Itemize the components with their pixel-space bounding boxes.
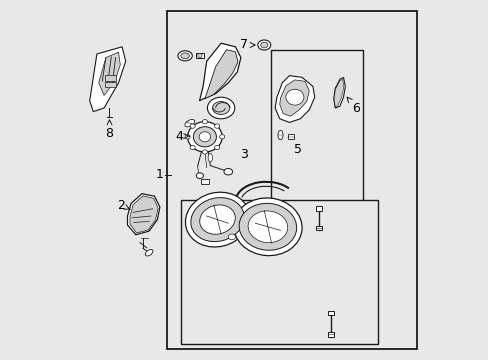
Ellipse shape xyxy=(214,124,219,128)
Polygon shape xyxy=(99,52,120,95)
Ellipse shape xyxy=(199,132,210,142)
Bar xyxy=(196,53,203,58)
Ellipse shape xyxy=(233,198,302,256)
Polygon shape xyxy=(199,43,241,101)
Ellipse shape xyxy=(228,234,235,240)
Polygon shape xyxy=(333,79,343,107)
Bar xyxy=(167,11,416,349)
Ellipse shape xyxy=(185,192,249,247)
Bar xyxy=(104,82,115,87)
Polygon shape xyxy=(275,76,314,122)
Ellipse shape xyxy=(190,198,244,242)
Ellipse shape xyxy=(257,40,270,50)
Ellipse shape xyxy=(197,53,202,58)
Polygon shape xyxy=(130,196,158,233)
Polygon shape xyxy=(89,47,125,112)
Text: 7: 7 xyxy=(240,39,255,51)
Ellipse shape xyxy=(178,51,192,61)
Ellipse shape xyxy=(224,168,232,175)
Ellipse shape xyxy=(247,211,287,243)
Bar xyxy=(287,134,294,139)
Bar xyxy=(316,206,322,211)
Ellipse shape xyxy=(212,102,229,114)
Ellipse shape xyxy=(193,127,216,147)
Text: 8: 8 xyxy=(105,120,113,140)
Text: 2: 2 xyxy=(117,199,130,212)
Text: 1: 1 xyxy=(156,168,163,181)
Ellipse shape xyxy=(187,122,222,152)
Bar xyxy=(271,50,363,202)
Polygon shape xyxy=(127,194,160,235)
Bar xyxy=(327,311,333,315)
Bar xyxy=(316,226,322,230)
Ellipse shape xyxy=(181,53,189,59)
Ellipse shape xyxy=(190,145,195,150)
Ellipse shape xyxy=(184,120,194,127)
Polygon shape xyxy=(279,80,309,116)
Ellipse shape xyxy=(214,145,219,150)
Ellipse shape xyxy=(219,135,224,139)
Ellipse shape xyxy=(199,205,235,234)
Text: 6: 6 xyxy=(346,97,360,114)
Ellipse shape xyxy=(207,97,234,119)
Ellipse shape xyxy=(277,130,283,140)
Bar xyxy=(181,200,377,344)
Bar xyxy=(327,332,333,337)
Ellipse shape xyxy=(208,153,212,162)
Ellipse shape xyxy=(190,124,195,128)
Text: 3: 3 xyxy=(240,148,248,161)
Ellipse shape xyxy=(196,173,203,179)
Bar xyxy=(201,179,208,184)
Ellipse shape xyxy=(145,249,153,256)
Ellipse shape xyxy=(239,203,296,250)
Bar xyxy=(104,75,115,81)
Ellipse shape xyxy=(202,150,207,154)
Ellipse shape xyxy=(185,135,190,139)
Text: 5: 5 xyxy=(293,143,301,156)
Ellipse shape xyxy=(285,89,303,105)
Polygon shape xyxy=(333,77,345,108)
Ellipse shape xyxy=(202,120,207,124)
Text: 4: 4 xyxy=(175,130,189,143)
Polygon shape xyxy=(204,50,238,99)
Ellipse shape xyxy=(260,42,267,48)
